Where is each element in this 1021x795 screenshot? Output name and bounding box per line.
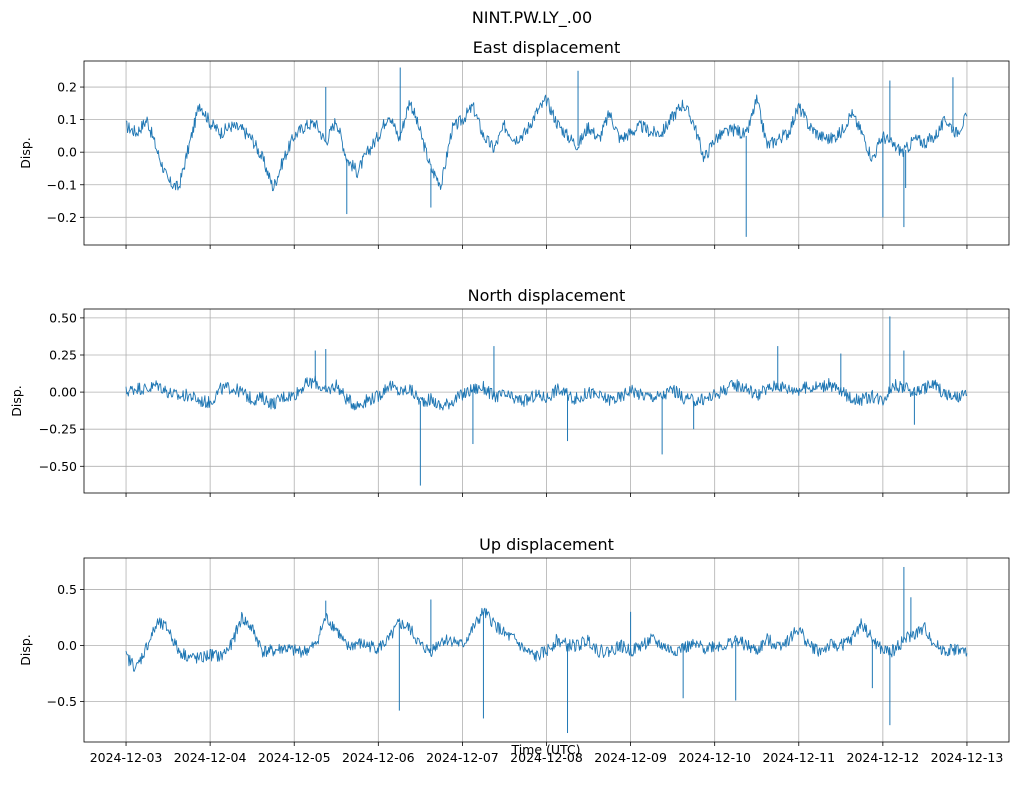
east-y-tick-label: −0.2 (47, 210, 77, 225)
north-y-tick-label: 0.25 (49, 348, 77, 363)
north-displacement-series-line (125, 375, 968, 411)
up-y-tick-label: 0.0 (57, 638, 77, 653)
up-y-axis-label: Disp. (18, 634, 33, 666)
up-displacement-panel: 2024-12-03 2024-12-04 2024-12-05 2024-12-06… (18, 535, 1010, 765)
up-x-tick-label: 2024-12-10 (678, 750, 751, 765)
east-displacement-series-line (125, 94, 968, 192)
up-x-tick-label: 2024-12-11 (762, 750, 835, 765)
up-y-tick-label: −0.5 (47, 694, 77, 709)
up-y-tick-label: 0.5 (57, 582, 77, 597)
up-displacement-series-line (125, 607, 968, 672)
east-y-tick-label: 0.0 (57, 145, 77, 160)
north-displacement-panel: −0.50 −0.25 0.00 0.25 0.50 North displacement… (9, 286, 1010, 497)
east-y-tick-label: −0.1 (47, 177, 77, 192)
up-x-tick-label: 2024-12-07 (426, 750, 499, 765)
up-panel-title: Up displacement (479, 535, 614, 554)
up-x-tick-label: 2024-12-13 (931, 750, 1004, 765)
up-x-tick-label: 2024-12-04 (174, 750, 247, 765)
up-axes-frame (83, 557, 1010, 743)
north-axes-frame (83, 308, 1010, 494)
up-x-tick-label: 2024-12-08 (510, 750, 583, 765)
up-x-tick-label: 2024-12-06 (342, 750, 415, 765)
up-x-tick-label: 2024-12-05 (258, 750, 331, 765)
x-axis-label: Time (UTC) (510, 742, 580, 757)
east-axes-frame (83, 60, 1010, 246)
north-y-tick-label: 0.50 (49, 310, 77, 325)
up-x-tick-label: 2024-12-12 (847, 750, 920, 765)
north-y-tick-label: −0.50 (39, 459, 77, 474)
east-panel-title: East displacement (473, 38, 620, 57)
north-y-axis-label: Disp. (9, 385, 24, 417)
north-y-tick-label: −0.25 (39, 422, 77, 437)
east-y-tick-label: 0.2 (57, 80, 77, 95)
north-panel-title: North displacement (468, 286, 626, 305)
east-y-axis-label: Disp. (18, 137, 33, 169)
east-displacement-panel: −0.2 −0.1 0.0 0.1 0.2 East displacement Disp. (18, 38, 1010, 249)
up-x-tick-label: 2024-12-09 (594, 750, 667, 765)
up-x-tick-label: 2024-12-03 (90, 750, 163, 765)
east-y-tick-label: 0.1 (57, 112, 77, 127)
figure-suptitle: NINT.PW.LY_.00 (472, 8, 592, 28)
north-y-tick-label: 0.00 (49, 385, 77, 400)
